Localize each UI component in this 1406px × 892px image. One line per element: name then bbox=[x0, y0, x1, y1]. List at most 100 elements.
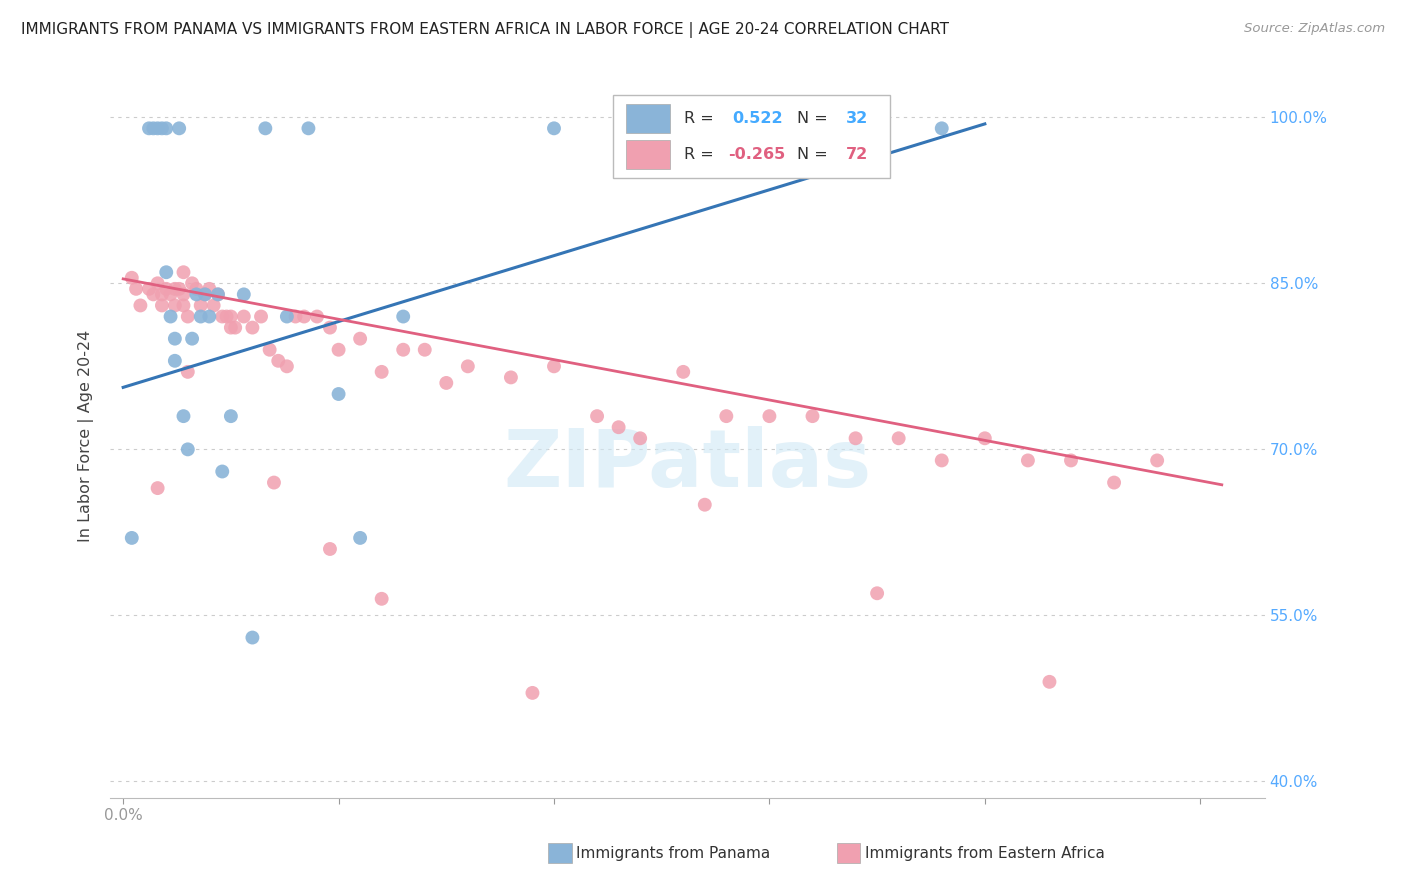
Point bbox=[150, 287, 173, 301]
Point bbox=[758, 121, 780, 136]
Point bbox=[202, 298, 225, 312]
Point bbox=[146, 481, 169, 495]
Point bbox=[250, 310, 273, 324]
Bar bbox=[626, 140, 671, 169]
Point bbox=[370, 591, 392, 606]
Text: 72: 72 bbox=[846, 147, 868, 162]
Text: Source: ZipAtlas.com: Source: ZipAtlas.com bbox=[1244, 22, 1385, 36]
Point bbox=[276, 359, 298, 374]
Point bbox=[973, 431, 995, 445]
Text: ZIPatlas: ZIPatlas bbox=[503, 425, 872, 503]
Point bbox=[242, 631, 264, 645]
Point bbox=[866, 586, 889, 600]
Point bbox=[129, 298, 152, 312]
Point bbox=[125, 282, 148, 296]
Point bbox=[1017, 453, 1039, 467]
Point bbox=[931, 453, 953, 467]
Point bbox=[150, 121, 173, 136]
Point bbox=[155, 282, 177, 296]
Point bbox=[194, 287, 217, 301]
Point bbox=[190, 298, 212, 312]
Point bbox=[219, 409, 242, 424]
Point bbox=[716, 409, 738, 424]
Point bbox=[887, 431, 910, 445]
Point bbox=[173, 298, 195, 312]
Point bbox=[146, 121, 169, 136]
Point bbox=[146, 277, 169, 291]
Point bbox=[349, 332, 371, 346]
Point bbox=[159, 310, 181, 324]
Point bbox=[121, 270, 143, 285]
Point bbox=[328, 387, 350, 401]
Point bbox=[586, 409, 609, 424]
Point bbox=[319, 541, 342, 556]
Point bbox=[177, 442, 200, 457]
Point bbox=[276, 310, 298, 324]
Point bbox=[194, 287, 217, 301]
Y-axis label: In Labor Force | Age 20-24: In Labor Force | Age 20-24 bbox=[79, 329, 94, 541]
Point bbox=[190, 310, 212, 324]
Point bbox=[543, 359, 565, 374]
Point bbox=[215, 310, 238, 324]
Point bbox=[163, 282, 186, 296]
Text: R =: R = bbox=[685, 111, 718, 126]
Point bbox=[211, 310, 233, 324]
Point bbox=[297, 121, 319, 136]
Point bbox=[138, 121, 160, 136]
Point bbox=[207, 287, 229, 301]
Point bbox=[434, 376, 457, 390]
Point bbox=[198, 282, 221, 296]
Point bbox=[181, 332, 204, 346]
Point bbox=[693, 498, 716, 512]
Point bbox=[173, 265, 195, 279]
Point bbox=[167, 121, 190, 136]
Text: -0.265: -0.265 bbox=[728, 147, 785, 162]
Point bbox=[672, 365, 695, 379]
Point bbox=[457, 359, 479, 374]
Point bbox=[177, 310, 200, 324]
Point bbox=[392, 310, 415, 324]
Point bbox=[607, 420, 630, 434]
Point bbox=[177, 365, 200, 379]
Point bbox=[263, 475, 285, 490]
Point bbox=[142, 121, 165, 136]
Text: R =: R = bbox=[685, 147, 718, 162]
FancyBboxPatch shape bbox=[613, 95, 890, 178]
Text: Immigrants from Eastern Africa: Immigrants from Eastern Africa bbox=[865, 847, 1105, 861]
Point bbox=[211, 465, 233, 479]
Point bbox=[224, 320, 246, 334]
Point bbox=[284, 310, 307, 324]
Point bbox=[163, 353, 186, 368]
Point bbox=[1038, 674, 1060, 689]
Point bbox=[242, 320, 264, 334]
Point bbox=[121, 531, 143, 545]
Bar bbox=[626, 103, 671, 133]
Point bbox=[254, 121, 277, 136]
Point bbox=[159, 287, 181, 301]
Point bbox=[349, 531, 371, 545]
Point bbox=[392, 343, 415, 357]
Point bbox=[319, 320, 342, 334]
Point bbox=[163, 332, 186, 346]
Point bbox=[173, 287, 195, 301]
Point bbox=[305, 310, 328, 324]
Point bbox=[931, 121, 953, 136]
Point bbox=[845, 431, 868, 445]
Point bbox=[219, 320, 242, 334]
Point bbox=[232, 287, 254, 301]
Text: 32: 32 bbox=[846, 111, 868, 126]
Point bbox=[219, 310, 242, 324]
Text: IMMIGRANTS FROM PANAMA VS IMMIGRANTS FROM EASTERN AFRICA IN LABOR FORCE | AGE 20: IMMIGRANTS FROM PANAMA VS IMMIGRANTS FRO… bbox=[21, 22, 949, 38]
Point bbox=[522, 686, 544, 700]
Point bbox=[207, 287, 229, 301]
Point bbox=[370, 365, 392, 379]
Point bbox=[267, 353, 290, 368]
Point bbox=[413, 343, 436, 357]
Point bbox=[173, 409, 195, 424]
Point bbox=[163, 298, 186, 312]
Text: N =: N = bbox=[797, 147, 834, 162]
Point bbox=[758, 409, 780, 424]
Point bbox=[155, 265, 177, 279]
Point bbox=[181, 277, 204, 291]
Point bbox=[328, 343, 350, 357]
